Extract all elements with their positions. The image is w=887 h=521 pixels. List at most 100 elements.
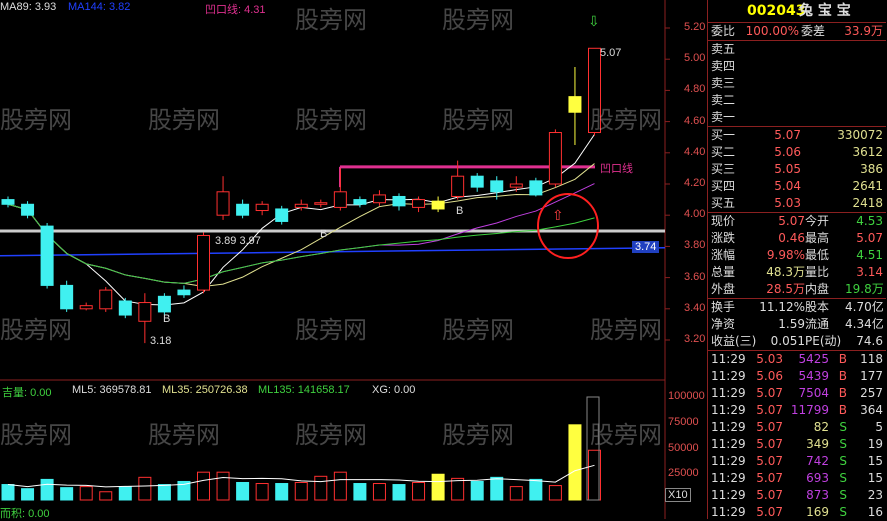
candle — [490, 176, 504, 200]
price-tick: 3.40 — [684, 301, 706, 314]
tick-row-cell: 7504 — [798, 386, 829, 400]
candle — [79, 302, 93, 311]
stats-row-cell: 内盘 — [805, 282, 830, 296]
volume-bar — [431, 473, 445, 501]
tick-row-cell: 11:29 — [711, 505, 746, 519]
volume-bar — [138, 476, 152, 501]
candle-body — [372, 194, 386, 204]
tick-row-cell: 5.07 — [756, 437, 783, 451]
sell-level-cell: 卖五 — [711, 42, 736, 56]
candle-body — [588, 47, 601, 134]
price-tick: 4.20 — [684, 177, 706, 189]
fund-row-cell: PE(动) — [805, 334, 842, 348]
tick-row-cell: 693 — [806, 471, 829, 485]
volume-bar — [236, 481, 250, 501]
stats-row-cell: 今开 — [805, 214, 830, 228]
candle-body — [314, 202, 328, 205]
sell-level-cell: 卖三 — [711, 76, 736, 90]
candle-body — [157, 295, 171, 313]
stats-row-cell: 9.98% — [766, 248, 805, 262]
candle — [314, 199, 328, 208]
candle-body — [548, 132, 562, 185]
candle-body — [1, 199, 15, 205]
up-arrow-icon: ⇧ — [552, 207, 564, 223]
bottom-left-label: 而积: 0.00 — [0, 508, 50, 520]
price-tick: 4.40 — [684, 145, 706, 158]
tick-row: 11:29 5.07 873 S 23 — [708, 487, 886, 504]
volume-bar — [470, 480, 484, 501]
ml35-label: ML35: 250726.38 — [162, 384, 248, 396]
price-tick: 4.80 — [684, 83, 706, 96]
tick-row-cell: 5.06 — [756, 369, 783, 383]
candle — [294, 199, 308, 211]
volume-bar — [333, 471, 347, 501]
tick-row-cell: 349 — [806, 437, 829, 451]
candle — [1, 196, 15, 208]
candle-body — [236, 203, 250, 216]
volume-bar — [255, 483, 269, 501]
volume-bar — [353, 483, 367, 501]
tick-row-cell: 23 — [867, 488, 883, 502]
volume-tick: 50000 — [668, 441, 699, 454]
buy-level-cell: 3612 — [852, 145, 883, 159]
candle — [431, 196, 445, 213]
sell-level: 卖二 — [708, 92, 886, 109]
buy-level-cell: 386 — [860, 162, 883, 176]
tick-row-cell: 5.07 — [756, 403, 783, 417]
tick-row-cell: 11:29 — [711, 352, 746, 366]
candle — [99, 286, 113, 312]
tick-row-cell: 11:29 — [711, 471, 746, 485]
tick-row: 11:29 5.07 82 S 5 — [708, 419, 886, 436]
tick-row-cell: 257 — [860, 386, 883, 400]
tick-row-cell: S — [839, 420, 847, 434]
price-tick: 5.00 — [684, 52, 706, 65]
candle-body — [255, 203, 269, 212]
tick-row-cell: B — [838, 369, 847, 383]
tick-row-cell: 16 — [867, 505, 883, 519]
buy-level-cell: 330072 — [837, 128, 883, 142]
ma30-line — [7, 203, 595, 284]
stats-row-cell: 5.07 — [856, 231, 883, 245]
buy-level: 买四 5.04 2641 — [708, 178, 886, 195]
candle-body — [490, 180, 504, 193]
buy-level-cell: 买二 — [711, 145, 736, 159]
candle — [60, 280, 74, 312]
candle-body — [451, 175, 465, 197]
candle-body — [118, 300, 132, 316]
tick-row: 11:29 5.07 11799 B 364 — [708, 402, 886, 419]
stats-row-cell: 28.5万 — [766, 282, 805, 296]
sell-level: 卖一 — [708, 109, 886, 126]
tick-row-cell: 5.07 — [756, 505, 783, 519]
low-label: 3.18 — [150, 335, 172, 347]
volume-bar — [197, 471, 210, 501]
sell-level-cell: 卖一 — [711, 110, 736, 124]
sell-level: 卖四 — [708, 58, 886, 75]
fund-row-cell: 4.34亿 — [845, 317, 884, 331]
buy-level-cell: 2418 — [852, 196, 883, 210]
tick-row-cell: 11:29 — [711, 437, 746, 451]
stats-row-cell: 涨幅 — [711, 248, 736, 262]
stats-row-cell: 量比 — [805, 265, 830, 279]
ml5-label: ML5: 369578.81 — [72, 384, 152, 396]
candle-body — [392, 195, 406, 207]
stats-row: 总量 48.3万 量比 3.14 — [708, 264, 886, 281]
kline-chart[interactable]: ⇧⇩ — [0, 0, 707, 519]
stats-row: 外盘 28.5万 内盘 19.8万 — [708, 281, 886, 298]
buy-level-cell: 买五 — [711, 196, 736, 210]
stats-row-cell: 19.8万 — [845, 282, 884, 296]
volume-bar — [392, 484, 406, 501]
weibi-label: 委比 — [711, 24, 736, 38]
tick-row-cell: 19 — [867, 437, 883, 451]
stats-row-cell: 总量 — [711, 265, 736, 279]
price-tick: 5.20 — [684, 21, 706, 33]
buy-level-cell: 买一 — [711, 128, 736, 142]
tick-row-cell: B — [838, 386, 847, 400]
buy-level-cell: 买三 — [711, 162, 736, 176]
ma144-label: MA144: 3.82 — [68, 1, 131, 13]
tick-row-cell: 742 — [806, 454, 829, 468]
stats-row-cell: 0.46 — [778, 231, 805, 245]
tick-row-cell: 5.03 — [756, 352, 783, 366]
ml135-label: ML135: 141658.17 — [258, 384, 350, 396]
tick-row-cell: 11:29 — [711, 403, 746, 417]
fund-row: 换手 11.12% 股本 4.70亿 — [708, 299, 886, 316]
